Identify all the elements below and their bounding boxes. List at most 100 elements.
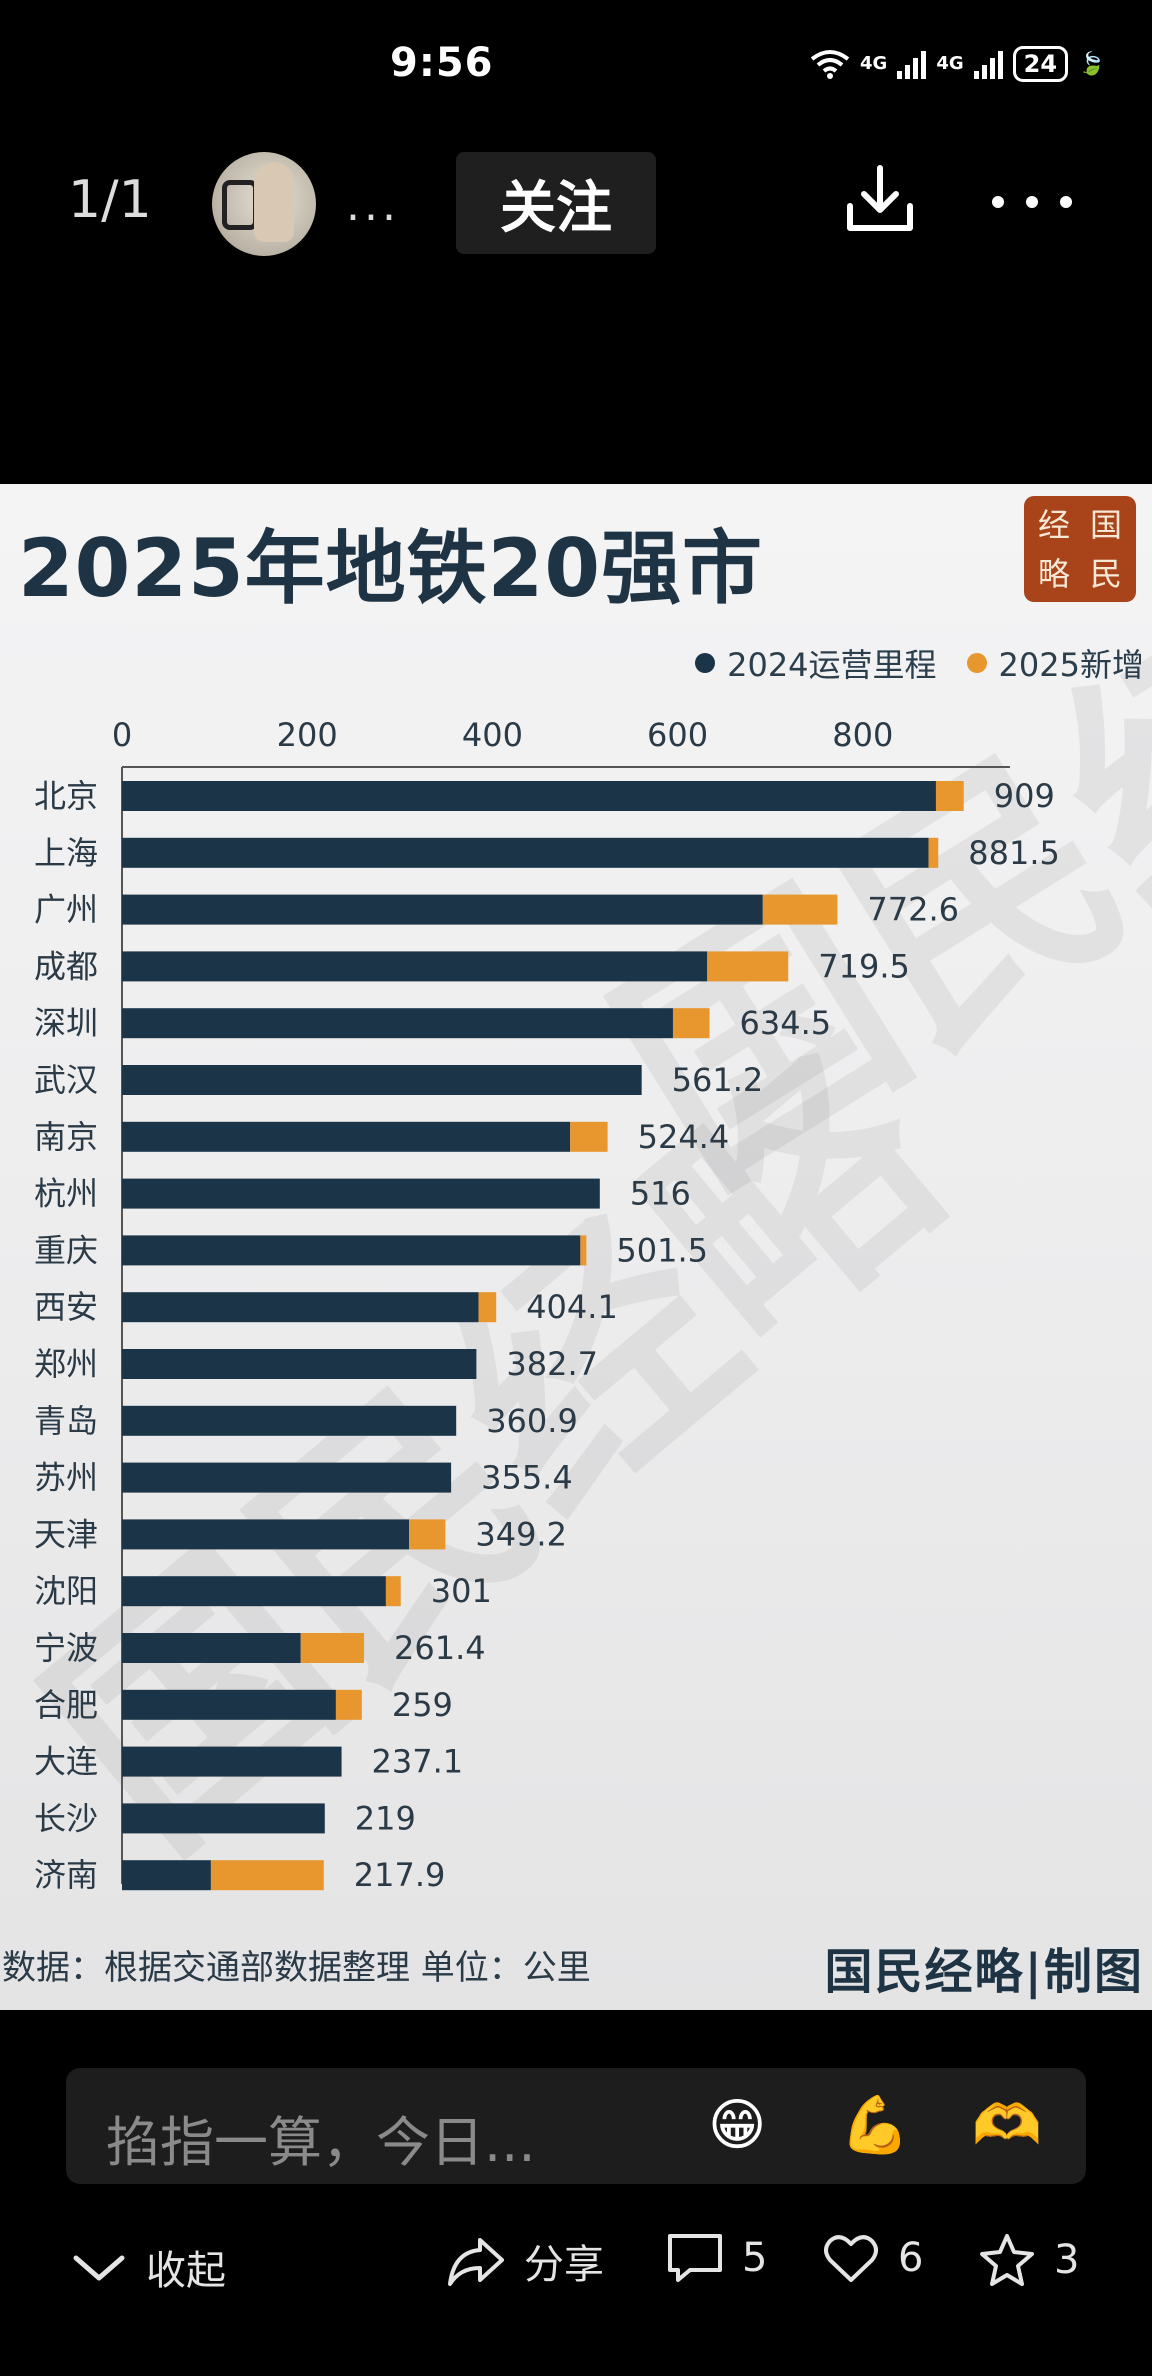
seal-char: 民 xyxy=(1089,554,1122,593)
legend-label-2024: 2024运营里程 xyxy=(727,646,937,684)
category-label: 南京 xyxy=(34,1118,98,1156)
flexed-biceps-emoji-icon[interactable]: 💪 xyxy=(840,2093,910,2158)
category-label: 沈阳 xyxy=(34,1572,98,1610)
x-tick-label: 400 xyxy=(462,716,523,754)
like-button[interactable]: 6 xyxy=(822,2232,923,2284)
legend-item: 2025新增 xyxy=(966,640,1144,686)
category-label: 宁波 xyxy=(34,1629,98,1667)
bar-2025-segment xyxy=(300,1633,365,1663)
more-options-icon[interactable] xyxy=(992,196,1072,208)
battery-icon: 24 xyxy=(1012,46,1069,82)
bar-total-label: 217.9 xyxy=(354,1856,446,1894)
wifi-icon xyxy=(810,50,850,79)
bar-2024-segment xyxy=(122,1803,325,1834)
bar-2024-segment xyxy=(122,1292,479,1323)
collapse-button[interactable]: 收起 xyxy=(72,2238,226,2296)
bar-chart: 0 200 400 600 800 北京 909 上海 881.5 广州 772.6 成都 719.5 深… xyxy=(34,716,1060,1894)
seal-char: 国 xyxy=(1089,505,1122,544)
bar-total-label: 772.6 xyxy=(867,891,959,929)
download-icon[interactable] xyxy=(842,162,918,238)
chart-title: 2025年地铁20强市 xyxy=(18,522,763,615)
category-label: 杭州 xyxy=(34,1175,98,1213)
page-counter: 1/1 xyxy=(68,170,152,230)
category-label: 大连 xyxy=(34,1743,98,1781)
heart-icon xyxy=(824,2235,878,2282)
category-label: 青岛 xyxy=(34,1402,98,1440)
chart-legend: 2024运营里程 2025新增 xyxy=(695,640,1144,686)
share-icon xyxy=(448,2238,504,2286)
bar-2024-segment xyxy=(122,1519,410,1550)
collapse-label: 收起 xyxy=(146,2248,226,2294)
network-type-2: 4G xyxy=(936,53,964,74)
x-tick-label: 0 xyxy=(112,716,132,754)
bar-total-label: 259 xyxy=(392,1686,453,1724)
star-count: 3 xyxy=(1054,2237,1080,2283)
signal-icon xyxy=(897,49,927,79)
signal-icon-2 xyxy=(973,49,1003,79)
comment-input[interactable]: 掐指一算，今日... 😁 💪 🫶 xyxy=(66,2068,1086,2184)
bar-total-label: 360.9 xyxy=(486,1402,578,1440)
favorite-button[interactable]: 3 xyxy=(978,2232,1079,2288)
share-button[interactable]: 分享 xyxy=(446,2232,604,2290)
bar-2025-segment xyxy=(580,1235,587,1266)
category-label: 广州 xyxy=(34,891,98,929)
data-source-note: 数据：根据交通部数据整理 单位：公里 xyxy=(2,1948,591,1988)
chevron-down-icon xyxy=(73,2255,125,2281)
category-label: 济南 xyxy=(34,1856,98,1894)
bar-total-label: 404.1 xyxy=(526,1288,618,1326)
author-avatar[interactable] xyxy=(212,152,316,256)
bar-total-label: 516 xyxy=(630,1175,691,1213)
heart-hands-emoji-icon[interactable]: 🫶 xyxy=(972,2093,1042,2158)
category-label: 上海 xyxy=(34,834,98,872)
bar-2024-segment xyxy=(122,1008,673,1039)
category-label: 天津 xyxy=(34,1515,98,1553)
bar-2024-segment xyxy=(122,894,763,925)
category-label: 苏州 xyxy=(34,1459,98,1497)
comment-icon xyxy=(668,2234,722,2282)
post-image[interactable]: 国民经略 国民经略 2025年地铁20强市 经 国 略 民 2024运营里程 2… xyxy=(0,484,1152,2010)
share-label: 分享 xyxy=(524,2242,604,2288)
bar-total-label: 524.4 xyxy=(638,1118,730,1156)
bar-total-label: 382.7 xyxy=(506,1345,598,1383)
legend-dot-2024 xyxy=(695,653,716,673)
bar-2025-segment xyxy=(409,1519,446,1550)
bar-2025-segment xyxy=(335,1689,362,1720)
bar-2024-segment xyxy=(122,1633,301,1663)
bar-2025-segment xyxy=(672,1008,710,1039)
leaf-icon: 🍃 xyxy=(1078,51,1106,77)
comment-placeholder: 掐指一算，今日... xyxy=(106,2111,536,2174)
bar-2024-segment xyxy=(122,1178,600,1209)
comment-button[interactable]: 5 xyxy=(666,2232,767,2284)
bar-2024-segment xyxy=(122,1121,571,1152)
bar-2024-segment xyxy=(122,1746,342,1777)
footer-brand: 国民经略|制图 xyxy=(824,1944,1144,2000)
like-count: 6 xyxy=(898,2235,924,2281)
bar-2024-segment xyxy=(122,1349,477,1379)
bar-total-label: 501.5 xyxy=(616,1231,708,1269)
bar-2025-segment xyxy=(385,1576,401,1607)
bar-total-label: 719.5 xyxy=(818,947,910,985)
comment-count: 5 xyxy=(742,2235,768,2281)
seal-char: 略 xyxy=(1037,554,1070,593)
category-label: 北京 xyxy=(34,777,98,815)
author-name[interactable]: ... xyxy=(346,180,400,231)
bar-2024-segment xyxy=(122,1576,386,1607)
legend-dot-2025 xyxy=(966,653,987,673)
category-label: 重庆 xyxy=(34,1231,98,1269)
bar-2025-segment xyxy=(478,1292,497,1323)
bar-total-label: 237.1 xyxy=(372,1743,464,1781)
bar-2024-segment xyxy=(122,781,936,811)
category-label: 成都 xyxy=(34,947,98,985)
category-label: 郑州 xyxy=(34,1345,98,1383)
status-time: 9:56 xyxy=(390,40,494,86)
grin-emoji-icon[interactable]: 😁 xyxy=(708,2093,767,2158)
x-tick-label: 800 xyxy=(832,716,893,754)
bar-2025-segment xyxy=(762,894,838,925)
category-label: 深圳 xyxy=(34,1004,98,1042)
follow-button[interactable]: 关注 xyxy=(456,152,656,254)
bar-2025-segment xyxy=(707,951,789,982)
bar-2024-segment xyxy=(122,1689,336,1720)
bar-2025-segment xyxy=(935,781,964,811)
star-icon xyxy=(980,2234,1034,2286)
bar-2024-segment xyxy=(122,1405,457,1436)
